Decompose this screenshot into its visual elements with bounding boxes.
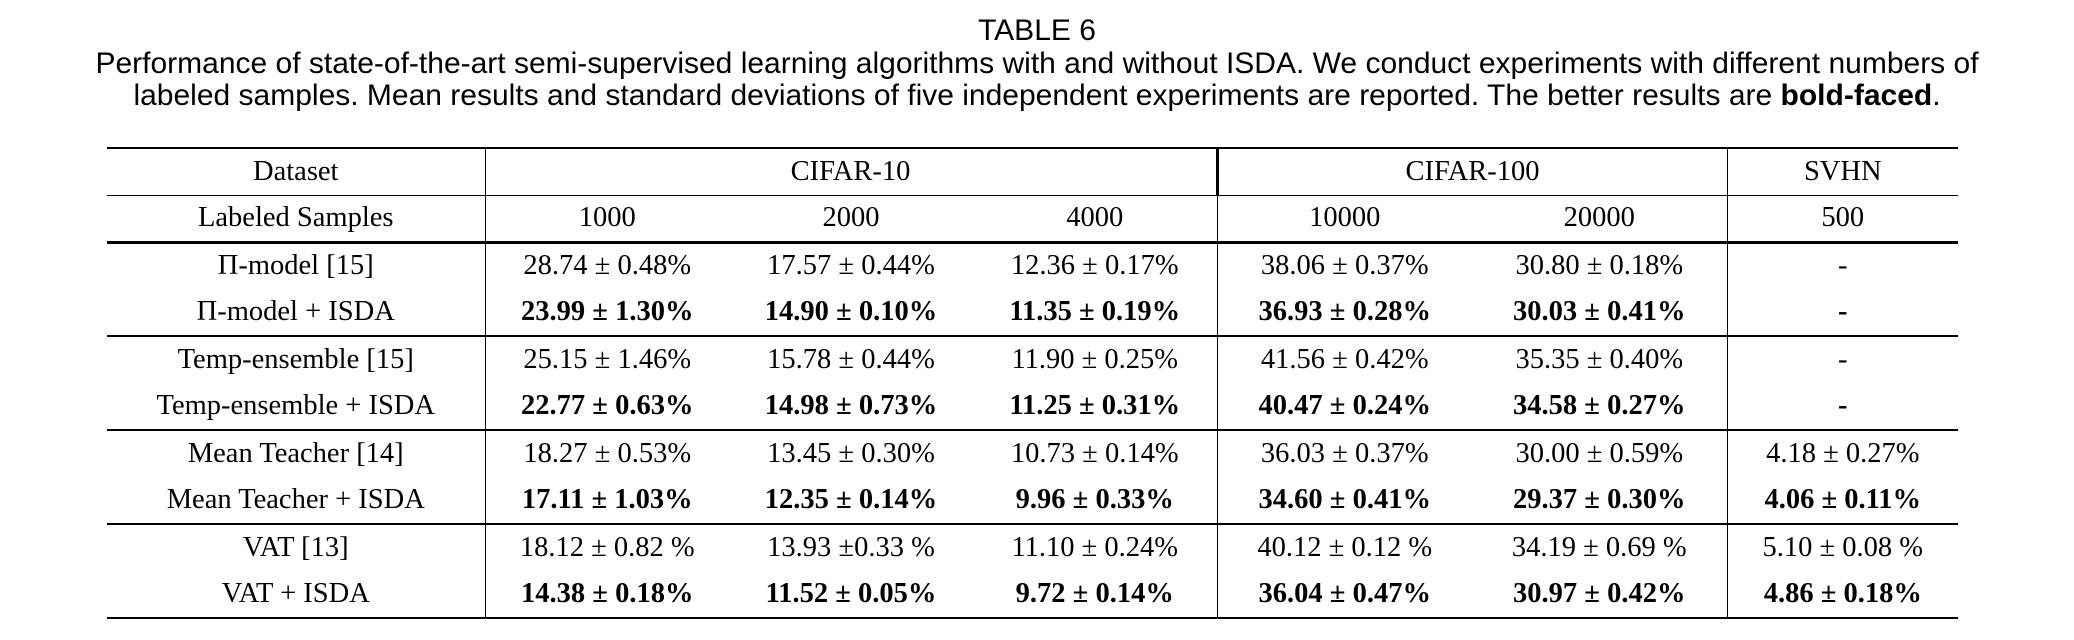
result-value-cell: 29.37 ± 0.30%: [1472, 477, 1728, 525]
result-value-cell: 11.35 ± 0.19%: [973, 289, 1218, 337]
result-value-cell: 35.35 ± 0.40%: [1472, 336, 1728, 383]
table-number-title: TABLE 6: [978, 14, 1096, 47]
result-value-cell: 9.72 ± 0.14%: [973, 571, 1218, 619]
caption-bold-word: bold-faced: [1780, 79, 1933, 112]
result-value-cell: 30.80 ± 0.18%: [1472, 242, 1728, 289]
result-value-cell: 17.57 ± 0.44%: [767, 250, 935, 282]
result-value-cell: 22.77 ± 0.63%: [485, 383, 729, 431]
result-value-cell: 11.10 ± 0.24%: [973, 524, 1218, 571]
result-value-cell: -: [1838, 344, 1848, 375]
result-value-cell: 34.58 ± 0.27%: [1472, 383, 1728, 431]
result-value-cell: 14.98 ± 0.73%: [729, 383, 973, 431]
sample-count-cell: 500: [1727, 195, 1959, 244]
result-value-cell: 30.03 ± 0.41%: [1472, 289, 1728, 337]
results-table-wrapper: Dataset CIFAR-10 CIFAR-100 SVHN Labeled …: [107, 147, 1959, 619]
result-value-cell: 15.78 ± 0.44%: [767, 344, 935, 375]
method-name-cell: Mean Teacher + ISDA: [107, 477, 486, 525]
result-value-cell: 28.74 ± 0.48%: [523, 250, 692, 282]
result-value-cell: 4.06 ± 0.11%: [1727, 477, 1959, 525]
result-value-cell: 18.27 ± 0.53%: [523, 438, 692, 469]
caption-line-1: Performance of state-of-the-art semi-sup…: [95, 47, 1979, 80]
result-value-cell: 13.45 ± 0.30%: [767, 438, 935, 469]
method-result-row: Temp-ensemble + ISDA 22.77 ± 0.63% 14.98 ±…: [107, 383, 1959, 431]
result-value-cell: 9.96 ± 0.33%: [973, 477, 1218, 525]
header-row-labeled-samples: Labeled Samples 1000 2000 4000 10000 200…: [107, 195, 1959, 244]
result-value-cell: 23.99 ± 1.30%: [485, 289, 729, 337]
method-result-row: Π-model [15] 28.74 ± 0.48% 17.57 ± 0.44% 12…: [107, 242, 1958, 289]
result-value-cell: -: [1727, 383, 1959, 431]
method-result-row: VAT + ISDA 14.38 ± 0.18% 11.52 ± 0.05% 9.72…: [107, 571, 1959, 619]
result-value-cell: 36.04 ± 0.47%: [1217, 571, 1472, 619]
header-row-datasets: Dataset CIFAR-10 CIFAR-100 SVHN: [107, 147, 1959, 196]
caption-period: .: [1932, 79, 1941, 112]
result-value-cell: -: [1727, 289, 1959, 337]
sample-count-cell: 10000: [1217, 195, 1472, 244]
sample-count-cell: 1000: [485, 195, 729, 244]
sample-count-cell: 2000: [729, 195, 973, 244]
results-table: Dataset CIFAR-10 CIFAR-100 SVHN Labeled …: [107, 147, 1959, 619]
result-value-cell: 11.90 ± 0.25%: [973, 336, 1218, 383]
group-header-cifar10: CIFAR-10: [485, 147, 1219, 196]
dataset-header-cell: Dataset: [107, 147, 486, 196]
method-result-row: Temp-ensemble [15] 25.15 ± 1.46% 15.78 ± 0…: [107, 336, 1958, 383]
result-value-cell: 11.25 ± 0.31%: [973, 383, 1218, 431]
result-value-cell: 34.60 ± 0.41%: [1217, 477, 1472, 525]
table-header-block: TABLE 6 Performance of state-of-the-art …: [0, 14, 2074, 112]
caption-line-2: labeled samples. Mean results and standa…: [0, 80, 2074, 112]
result-value-cell: 17.11 ± 1.03%: [485, 477, 729, 525]
result-value-cell: 30.97 ± 0.42%: [1472, 571, 1728, 619]
method-result-row: VAT [13] 18.12 ± 0.82 % 13.93 ±0.33 % 11.10…: [107, 524, 1958, 571]
result-value-cell: 14.38 ± 0.18%: [485, 571, 729, 619]
method-name-cell: Mean Teacher [14]: [107, 430, 486, 477]
method-name-cell: Π-model [15]: [107, 242, 486, 289]
result-value-cell: 13.93 ±0.33 %: [767, 532, 935, 563]
result-value-cell: 12.36 ± 0.17%: [973, 242, 1218, 289]
method-result-row: Mean Teacher + ISDA 17.11 ± 1.03% 12.35 ± …: [107, 477, 1959, 525]
result-value-cell: 40.12 ± 0.12 %: [1257, 532, 1433, 563]
group-header-svhn: SVHN: [1727, 147, 1959, 196]
sample-count-cell: 4000: [973, 195, 1218, 244]
method-name-cell: VAT + ISDA: [107, 571, 486, 619]
result-value-cell: 18.12 ± 0.82 %: [519, 532, 695, 563]
result-value-cell: 10.73 ± 0.14%: [973, 430, 1218, 477]
result-value-cell: 41.56 ± 0.42%: [1260, 344, 1429, 375]
method-result-row: Π-model + ISDA 23.99 ± 1.30% 14.90 ± 0.10%…: [107, 289, 1959, 337]
result-value-cell: 40.47 ± 0.24%: [1217, 383, 1472, 431]
method-name-cell: Π-model + ISDA: [107, 289, 486, 337]
result-value-cell: 4.86 ± 0.18%: [1727, 571, 1959, 619]
caption-line-2-text: labeled samples. Mean results and standa…: [133, 79, 1781, 112]
method-name-cell: VAT [13]: [107, 524, 486, 571]
result-value-cell: 30.00 ± 0.59%: [1472, 430, 1728, 477]
result-value-cell: -: [1838, 250, 1848, 282]
table-body: Π-model [15] 28.74 ± 0.48% 17.57 ± 0.44% 12…: [107, 242, 1959, 619]
method-name-cell: Temp-ensemble + ISDA: [107, 383, 486, 431]
result-value-cell: 34.19 ± 0.69 %: [1472, 524, 1728, 571]
result-value-cell: 11.52 ± 0.05%: [729, 571, 973, 619]
result-value-cell: 5.10 ± 0.08 %: [1762, 532, 1924, 563]
result-value-cell: 14.90 ± 0.10%: [729, 289, 973, 337]
result-value-cell: 36.03 ± 0.37%: [1260, 438, 1429, 469]
result-value-cell: 38.06 ± 0.37%: [1260, 250, 1429, 282]
result-value-cell: 25.15 ± 1.46%: [523, 344, 692, 375]
result-value-cell: 12.35 ± 0.14%: [729, 477, 973, 525]
labeled-samples-header-cell: Labeled Samples: [107, 195, 486, 244]
result-value-cell: 4.18 ± 0.27%: [1766, 438, 1920, 469]
sample-count-cell: 20000: [1472, 195, 1728, 244]
group-header-cifar100: CIFAR-100: [1217, 147, 1728, 196]
method-result-row: Mean Teacher [14] 18.27 ± 0.53% 13.45 ± 0.…: [107, 430, 1958, 477]
method-name-cell: Temp-ensemble [15]: [107, 336, 486, 383]
result-value-cell: 36.93 ± 0.28%: [1217, 289, 1472, 337]
